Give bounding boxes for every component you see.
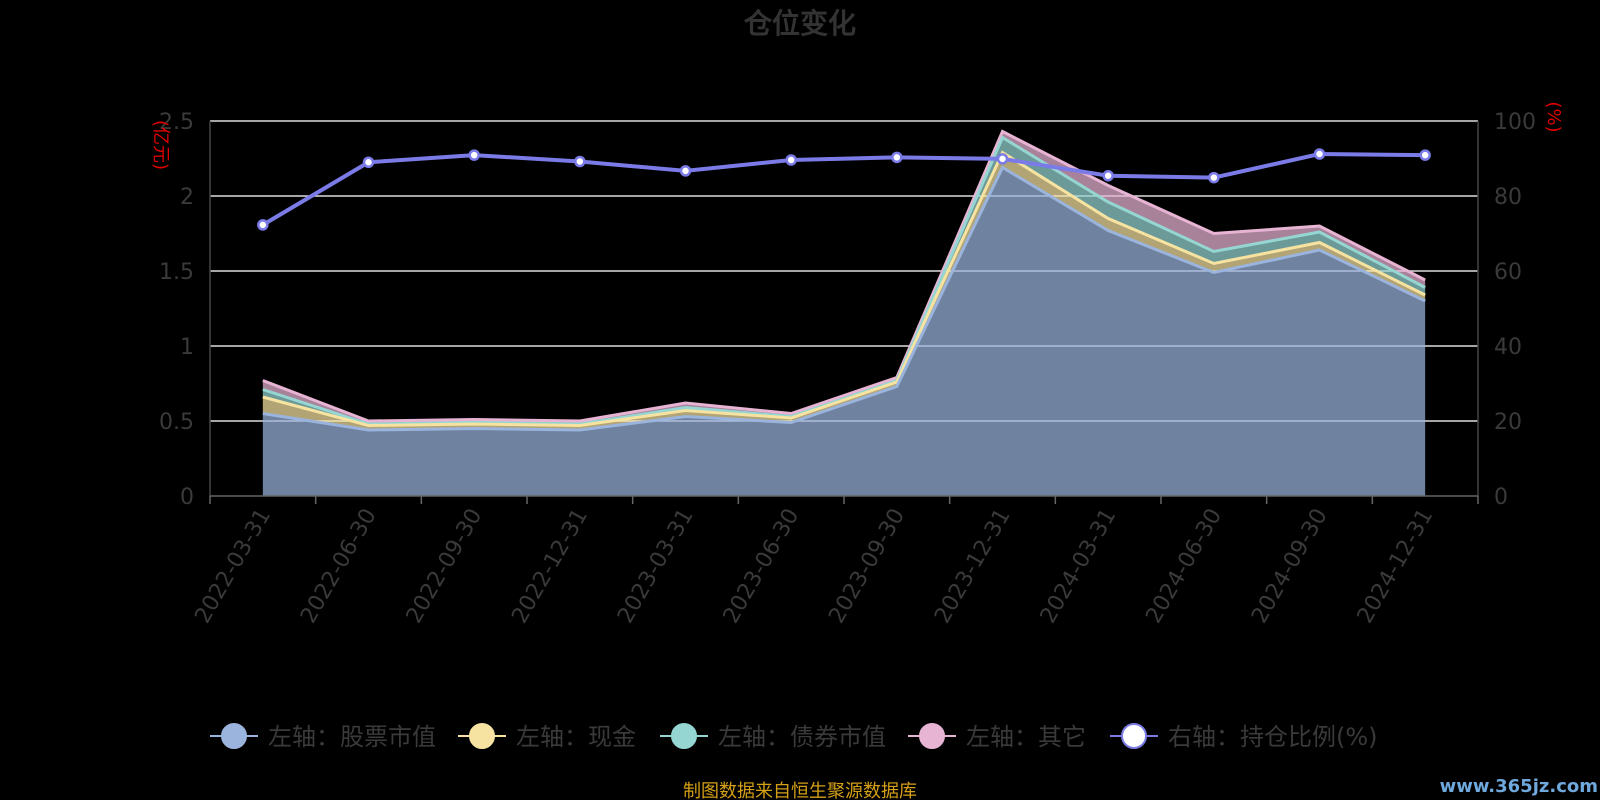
x-tick-label: 2023-09-30 bbox=[824, 505, 910, 628]
position-ratio-line bbox=[257, 148, 1431, 231]
x-tick-label: 2024-09-30 bbox=[1247, 505, 1333, 628]
ratio-point bbox=[1313, 148, 1326, 160]
area-edge-左轴：其它 bbox=[262, 129, 1426, 423]
legend-label-左轴：债券市值: 左轴：债券市值 bbox=[718, 723, 886, 751]
x-tick-label: 2023-06-30 bbox=[719, 505, 805, 628]
ratio-point bbox=[574, 155, 586, 168]
watermark: www.365jz.com bbox=[1440, 776, 1598, 797]
area-edge-左轴：现金 bbox=[262, 150, 1426, 428]
left-axis-unit: (亿元) bbox=[150, 120, 171, 170]
right-tick-label: 20 bbox=[1494, 410, 1522, 435]
x-tick-label: 2023-12-31 bbox=[930, 505, 1016, 628]
left-tick-label: 2.5 bbox=[159, 110, 194, 135]
left-tick-label: 0.5 bbox=[159, 410, 194, 435]
x-tick-label: 2022-06-30 bbox=[296, 505, 382, 628]
x-tick-label: 2023-03-31 bbox=[613, 505, 699, 628]
legend-label-左轴：股票市值: 左轴：股票市值 bbox=[268, 723, 436, 751]
ratio-point bbox=[257, 219, 269, 231]
right-axis-unit: (%) bbox=[1543, 101, 1564, 132]
ratio-point bbox=[679, 165, 692, 177]
left-tick-label: 1.5 bbox=[159, 260, 194, 285]
ratio-point bbox=[1102, 170, 1114, 182]
stacked-areas bbox=[262, 129, 1426, 496]
source-note: 制图数据来自恒生聚源数据库 bbox=[683, 781, 917, 800]
ratio-line bbox=[261, 151, 1426, 227]
ratio-point bbox=[996, 153, 1009, 165]
right-tick-label: 60 bbox=[1494, 260, 1522, 285]
legend: 左轴：股票市值 左轴：现金 左轴：债券市值 左轴：其它 右轴：持仓比例(%) bbox=[210, 723, 1378, 751]
right-tick-label: 0 bbox=[1494, 485, 1508, 510]
chart-title: 仓位变化 bbox=[744, 7, 856, 40]
area-左轴：股票市值 bbox=[262, 167, 1426, 496]
left-tick-label: 0 bbox=[180, 485, 194, 510]
area-edge-左轴：股票市值 bbox=[262, 165, 1426, 432]
legend-marker-左轴：股票市值 bbox=[221, 723, 247, 749]
legend-marker-左轴：债券市值 bbox=[671, 723, 697, 749]
legend-label-左轴：其它: 左轴：其它 bbox=[966, 723, 1086, 751]
legend-label-右轴：持仓比例(%): 右轴：持仓比例(%) bbox=[1168, 723, 1378, 751]
ratio-point bbox=[1419, 149, 1431, 161]
ratio-point bbox=[362, 156, 375, 168]
right-tick-label: 100 bbox=[1494, 110, 1536, 135]
right-tick-label: 40 bbox=[1494, 335, 1522, 360]
left-tick-label: 2 bbox=[180, 185, 194, 210]
left-tick-label: 1 bbox=[180, 335, 194, 360]
x-tick-label: 2022-12-31 bbox=[507, 505, 593, 628]
legend-marker-右轴：持仓比例(%) bbox=[1121, 723, 1147, 749]
area-左轴：其它 bbox=[262, 131, 1426, 424]
x-tick-label: 2024-06-30 bbox=[1141, 505, 1227, 628]
right-tick-label: 80 bbox=[1494, 185, 1522, 210]
ratio-point bbox=[785, 154, 797, 166]
legend-marker-左轴：其它 bbox=[919, 723, 945, 749]
legend-marker-左轴：现金 bbox=[469, 723, 495, 749]
x-tick-label: 2022-09-30 bbox=[402, 505, 488, 628]
legend-label-左轴：现金: 左轴：现金 bbox=[516, 723, 636, 751]
ratio-point bbox=[468, 149, 480, 161]
x-tick-label: 2022-03-31 bbox=[190, 505, 276, 628]
ratio-point bbox=[1208, 171, 1220, 184]
x-tick-label: 2024-12-31 bbox=[1353, 505, 1439, 628]
x-tick-label: 2024-03-31 bbox=[1036, 505, 1122, 628]
ratio-point bbox=[891, 151, 903, 164]
